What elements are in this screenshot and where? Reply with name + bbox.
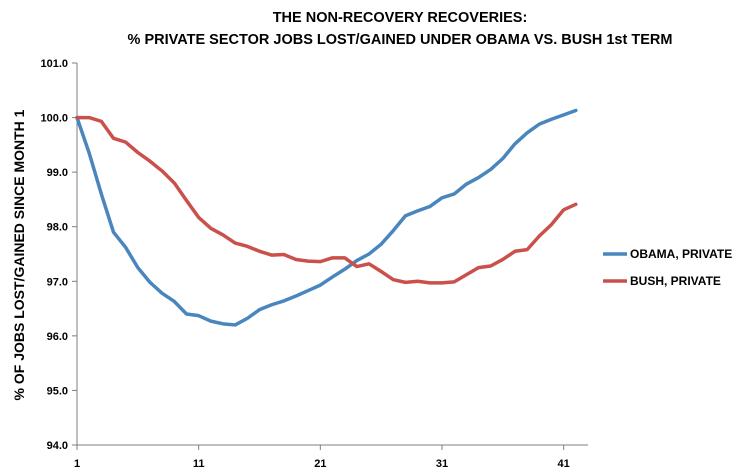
x-tick-label: 41 xyxy=(558,458,570,470)
y-tick-label: 99.0 xyxy=(47,167,68,179)
y-axis-label: % OF JOBS LOST/GAINED SINCE MONTH 1 xyxy=(11,109,27,400)
y-tick-label: 95.0 xyxy=(47,385,68,397)
y-tick-label: 101.0 xyxy=(40,58,68,70)
y-axis-ticks: 94.0 95.0 96.0 97.0 98.0 99.0 100.0 101.0 xyxy=(40,58,77,452)
series-line-bush xyxy=(75,115,578,285)
y-tick-label: 96.0 xyxy=(47,331,68,343)
y-tick-label: 98.0 xyxy=(47,222,68,234)
x-tick-label: 11 xyxy=(193,458,205,470)
legend-label-bush: BUSH, PRIVATE xyxy=(630,274,721,288)
x-tick-label: 21 xyxy=(314,458,326,470)
y-tick-label: 97.0 xyxy=(47,276,68,288)
y-tick-label: 94.0 xyxy=(47,440,68,452)
series-lines xyxy=(75,108,578,327)
legend: OBAMA, PRIVATE BUSH, PRIVATE xyxy=(603,247,732,288)
x-axis-ticks: 1 11 21 31 41 xyxy=(74,445,570,470)
series-line-obama xyxy=(75,108,578,327)
x-tick-label: 31 xyxy=(436,458,448,470)
legend-label-obama: OBAMA, PRIVATE xyxy=(630,247,732,261)
chart-subtitle: % PRIVATE SECTOR JOBS LOST/GAINED UNDER … xyxy=(128,32,673,48)
y-tick-label: 100.0 xyxy=(40,113,68,125)
chart-title: THE NON-RECOVERY RECOVERIES: xyxy=(273,10,528,26)
x-tick-label: 1 xyxy=(74,458,80,470)
